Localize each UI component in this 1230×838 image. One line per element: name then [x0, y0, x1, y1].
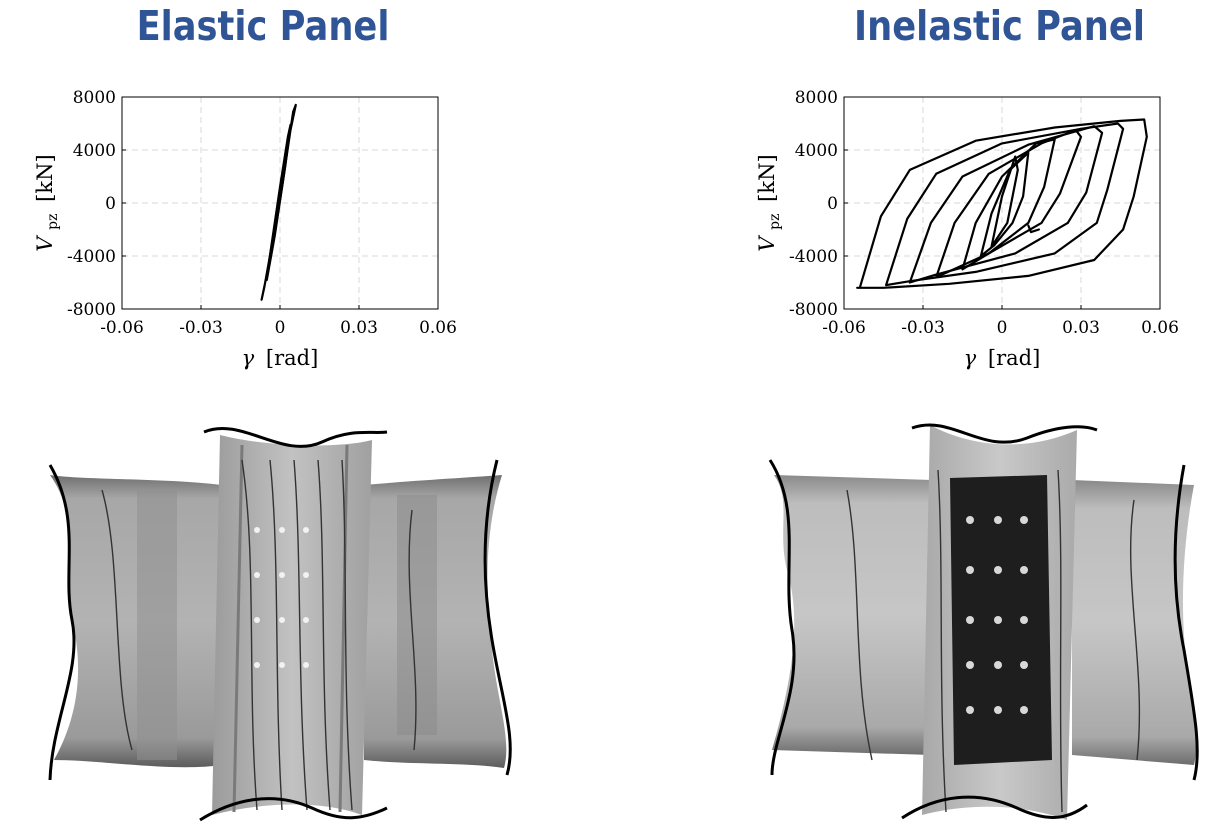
elastic-specimen-photo	[48, 426, 512, 822]
column	[212, 435, 372, 815]
y-tick-label: -8000	[789, 300, 838, 320]
x-tick-label: -0.03	[179, 318, 223, 338]
hysteresis-loop-4	[935, 128, 1083, 279]
chart-curves	[260, 103, 297, 301]
hysteresis-loop-6	[979, 151, 1030, 258]
x-tick-label: -0.06	[822, 318, 866, 338]
hysteresis-loop-3	[908, 125, 1104, 284]
x-tick-label: 0.03	[1062, 318, 1100, 338]
x-tick-label: -0.03	[901, 318, 945, 338]
y-axis-label: V pz [kN]	[33, 154, 62, 251]
x-axis-unit: [rad]	[266, 346, 318, 370]
yielded-panel-zone	[950, 475, 1052, 765]
hysteresis-loop-2	[885, 122, 1125, 287]
instrumentation-wires	[846, 469, 1141, 813]
y-tick-label: -4000	[789, 247, 838, 267]
instrumentation-wires	[101, 459, 417, 811]
x-tick-labels: -0.06 -0.03 0 0.03 0.06	[822, 305, 1179, 338]
y-tick-label: 0	[105, 194, 116, 214]
x-tick-label: 0	[997, 318, 1008, 338]
left-beam	[772, 475, 932, 755]
x-axis-symbol: γ	[964, 346, 977, 370]
y-tick-label: -4000	[67, 247, 116, 267]
right-beam	[364, 475, 507, 768]
x-axis-unit: [rad]	[988, 346, 1040, 370]
x-tick-labels: -0.06 -0.03 0 0.03 0.06	[100, 305, 457, 338]
y-axis-symbol: V	[33, 235, 57, 252]
cut-edge-outlines	[768, 423, 1199, 820]
y-tick-label: 8000	[795, 88, 838, 108]
title-inelastic-panel: Inelastic Panel	[854, 2, 1145, 50]
y-axis-symbol: V	[755, 235, 779, 252]
y-tick-label: 0	[827, 194, 838, 214]
y-axis-unit: [kN]	[33, 154, 57, 202]
x-tick-label: 0.06	[1141, 318, 1179, 338]
x-tick-label: 0.06	[419, 318, 457, 338]
x-tick-label: 0	[275, 318, 286, 338]
y-tick-labels: 8000 4000 0 -4000 -8000	[789, 88, 848, 320]
y-tick-label: 8000	[73, 88, 116, 108]
chart-grid	[844, 97, 1160, 309]
x-tick-label: 0.03	[340, 318, 378, 338]
y-axis-label: V pz [kN]	[755, 154, 784, 251]
hysteresis-loop-8	[1027, 224, 1040, 234]
y-tick-label: 4000	[73, 141, 116, 161]
chart-curves	[856, 118, 1148, 289]
y-tick-label: 4000	[795, 141, 838, 161]
cut-edge-outlines	[48, 426, 512, 822]
y-tick-labels: 8000 4000 0 -4000 -8000	[67, 88, 126, 320]
x-axis-symbol: γ	[242, 346, 255, 370]
x-tick-label: -0.06	[100, 318, 144, 338]
gauge-dots	[254, 527, 309, 668]
elastic-hysteresis-chart: -0.06 -0.03 0 0.03 0.06 800040000-4000-8000 …	[33, 88, 457, 370]
hysteresis-loop-1	[856, 118, 1148, 289]
y-tick-label: -8000	[67, 300, 116, 320]
x-axis-label: γ [rad]	[964, 346, 1041, 370]
inelastic-hysteresis-chart: -0.06 -0.03 0 0.03 0.06 800040000-4000-8000 …	[755, 88, 1179, 370]
y-axis-subscript: pz	[45, 213, 61, 229]
inelastic-specimen-photo	[768, 423, 1199, 820]
hysteresis-loop-7	[990, 155, 1019, 248]
hysteresis-loop-5	[961, 138, 1056, 271]
y-axis-unit: [kN]	[755, 154, 779, 202]
x-axis-label: γ [rad]	[242, 346, 319, 370]
title-elastic-panel: Elastic Panel	[136, 2, 390, 50]
y-axis-subscript: pz	[767, 213, 783, 229]
hysteresis-loop-2	[265, 123, 292, 281]
left-beam	[50, 475, 222, 768]
